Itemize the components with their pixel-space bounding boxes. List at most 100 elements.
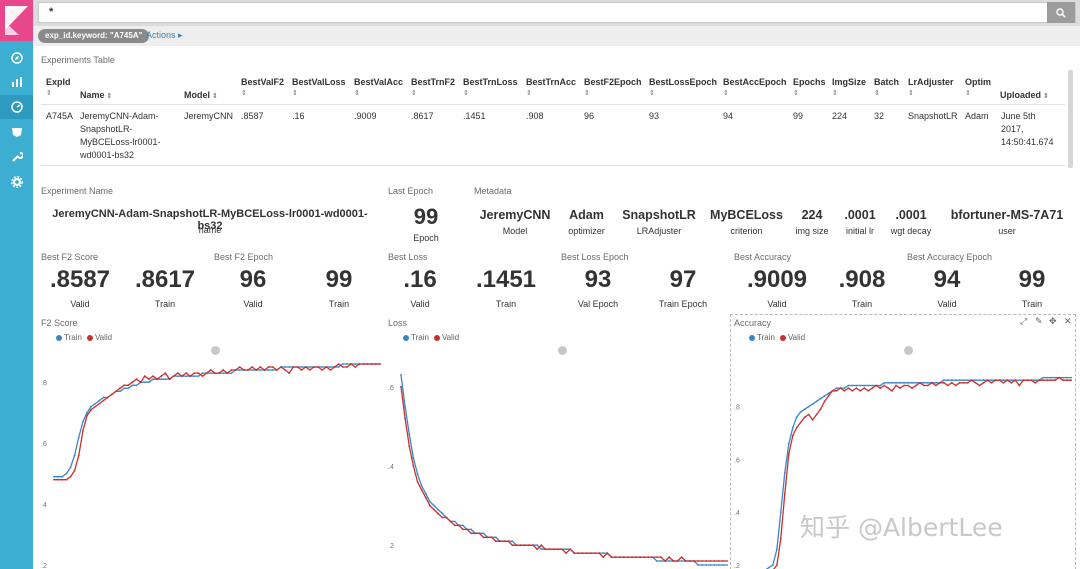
table-scrollbar[interactable] xyxy=(1068,70,1073,168)
series-point-valid xyxy=(329,369,332,371)
sort-icon[interactable]: ⇕ xyxy=(292,90,298,97)
series-point-train xyxy=(660,560,662,562)
sort-icon[interactable]: ⇕ xyxy=(584,90,590,97)
sort-icon[interactable]: ⇕ xyxy=(832,90,838,97)
series-point-valid xyxy=(259,366,262,368)
sort-icon[interactable]: ⇕ xyxy=(212,93,218,100)
search-input[interactable]: * xyxy=(38,2,1076,23)
series-point-train xyxy=(61,475,64,478)
legend-item-train[interactable]: Train xyxy=(56,333,82,342)
actions-link[interactable]: Actions ▸ xyxy=(146,30,183,41)
collapse-toggle-icon[interactable] xyxy=(211,346,220,355)
expand-icon[interactable]: ⤢ xyxy=(1020,316,1028,326)
sort-icon[interactable]: ⇕ xyxy=(874,90,880,97)
move-icon[interactable]: ✥ xyxy=(1049,316,1057,326)
score-label: Valid xyxy=(70,299,90,309)
column-header-imgsize[interactable]: ImgSize ⇕ xyxy=(832,76,866,99)
column-header-expid[interactable]: ExpId ⇕ xyxy=(46,76,71,99)
selected-panel-outline xyxy=(730,314,1076,569)
series-point-train xyxy=(942,379,945,382)
sort-icon[interactable]: ⇕ xyxy=(793,90,799,97)
sort-icon[interactable]: ⇕ xyxy=(908,90,914,97)
column-header-label: BestValF2 xyxy=(241,77,285,87)
series-point-valid xyxy=(168,378,171,381)
column-header-optim[interactable]: Optim ⇕ xyxy=(965,76,991,99)
sort-icon[interactable]: ⇕ xyxy=(526,90,532,97)
column-header-model[interactable]: Model ⇕ xyxy=(184,89,218,103)
series-point-valid xyxy=(201,375,204,377)
collapse-toggle-icon[interactable] xyxy=(904,346,913,355)
table-title: Experiments Table xyxy=(41,55,115,65)
series-point-valid xyxy=(668,556,671,558)
series-point-valid xyxy=(935,384,937,387)
dashboard-icon[interactable] xyxy=(0,95,33,119)
sort-icon[interactable]: ⇕ xyxy=(411,90,417,97)
column-header-besttrnf2[interactable]: BestTrnF2 ⇕ xyxy=(411,76,455,99)
series-point-train xyxy=(779,511,782,514)
dev-tools-icon[interactable] xyxy=(0,145,33,169)
score-label: Train xyxy=(154,299,176,309)
sort-icon[interactable]: ⇕ xyxy=(965,90,971,97)
visualize-icon[interactable] xyxy=(0,70,33,94)
sort-icon[interactable]: ⇕ xyxy=(723,90,729,97)
filter-pill[interactable]: exp_id.keyword: "A745A" xyxy=(38,29,150,43)
sort-icon[interactable]: ⇕ xyxy=(241,90,247,97)
column-header-name[interactable]: Name ⇕ xyxy=(80,89,112,103)
sort-icon[interactable]: ⇕ xyxy=(649,90,655,97)
legend-item-train[interactable]: Train xyxy=(403,333,429,342)
legend-item-valid[interactable]: Valid xyxy=(433,333,459,342)
sort-icon[interactable]: ⇕ xyxy=(354,90,360,97)
series-point-train xyxy=(238,369,241,371)
y-tick-label: .4 xyxy=(734,510,740,517)
series-point-train xyxy=(57,475,59,478)
column-header-epochs[interactable]: Epochs ⇕ xyxy=(793,76,826,99)
column-header-batch[interactable]: Batch ⇕ xyxy=(874,76,899,99)
series-point-train xyxy=(209,372,212,374)
actions-label: Actions xyxy=(146,30,176,40)
column-header-bestvalf2[interactable]: BestValF2 ⇕ xyxy=(241,76,284,99)
legend-item-valid[interactable]: Valid xyxy=(779,333,805,342)
collapse-toggle-icon[interactable] xyxy=(558,346,567,355)
series-point-train xyxy=(400,374,402,376)
cell-besttrnf2: .8617 xyxy=(411,111,434,121)
series-point-train xyxy=(259,369,262,371)
series-point-train xyxy=(1002,379,1005,382)
pencil-icon[interactable]: ✎ xyxy=(1035,316,1043,326)
score-label: Train xyxy=(328,299,350,309)
legend-item-valid[interactable]: Valid xyxy=(86,333,112,342)
column-header-uploaded[interactable]: Uploaded ⇕ xyxy=(1000,89,1049,103)
sort-icon[interactable]: ⇕ xyxy=(46,90,52,97)
column-header-bestvalloss[interactable]: BestValLoss ⇕ xyxy=(292,76,346,99)
kibana-logo[interactable] xyxy=(0,0,33,41)
timelion-icon[interactable] xyxy=(0,120,33,144)
sort-icon[interactable]: ⇕ xyxy=(1043,93,1049,100)
search-button[interactable] xyxy=(1047,2,1075,23)
legend-item-train[interactable]: Train xyxy=(749,333,775,342)
series-point-valid xyxy=(247,369,249,371)
series-point-valid xyxy=(647,556,650,558)
column-header-besttrnloss[interactable]: BestTrnLoss ⇕ xyxy=(463,76,518,99)
discover-icon[interactable] xyxy=(0,46,33,70)
series-point-train xyxy=(300,366,303,368)
series-point-valid xyxy=(532,544,534,547)
series-point-train xyxy=(222,372,225,374)
filter-bar: exp_id.keyword: "A745A" Actions ▸ xyxy=(33,26,1080,46)
column-header-bestf2epoch[interactable]: BestF2Epoch ⇕ xyxy=(584,76,642,99)
sort-icon[interactable]: ⇕ xyxy=(106,93,113,100)
management-icon[interactable] xyxy=(0,170,33,194)
series-point-train xyxy=(197,375,200,377)
column-header-bestvalacc[interactable]: BestValAcc ⇕ xyxy=(354,76,403,99)
series-point-valid xyxy=(222,369,225,371)
column-header-lradjuster[interactable]: LrAdjuster ⇕ xyxy=(908,76,954,99)
metadata-label: user xyxy=(998,226,1016,236)
column-header-bestaccepoch[interactable]: BestAccEpoch ⇕ xyxy=(723,76,787,99)
column-header-label: LrAdjuster xyxy=(908,77,954,87)
cell-bestvalacc: .9009 xyxy=(354,111,377,121)
close-icon[interactable]: ✕ xyxy=(1064,316,1072,326)
sort-icon[interactable]: ⇕ xyxy=(463,90,469,97)
series-point-valid xyxy=(986,379,989,382)
score-label: Valid xyxy=(767,299,787,309)
series-point-valid xyxy=(923,384,925,387)
column-header-bestlossepoch[interactable]: BestLossEpoch ⇕ xyxy=(649,76,717,99)
column-header-besttrnacc[interactable]: BestTrnAcc ⇕ xyxy=(526,76,576,99)
